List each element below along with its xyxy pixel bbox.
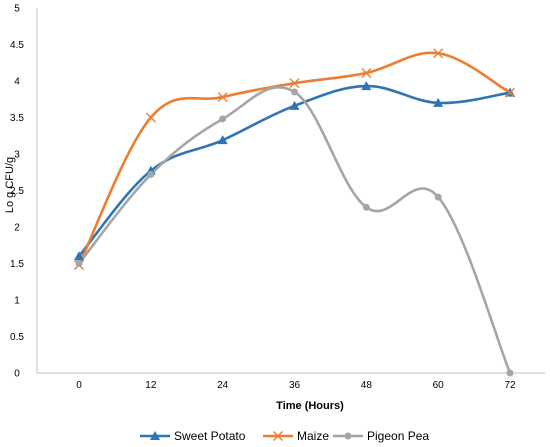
x-tick-label: 72: [504, 380, 516, 391]
x-tick-label: 24: [217, 380, 229, 391]
legend-marker: [273, 431, 283, 441]
data-point: [217, 135, 228, 145]
data-point: [361, 67, 372, 78]
y-tick-label: 4.5: [10, 40, 24, 51]
data-point: [505, 87, 515, 98]
x-tick-label: 60: [433, 380, 445, 391]
y-tick-label: 4: [14, 77, 20, 88]
y-tick-label: 2.5: [10, 186, 24, 197]
legend-marker: [150, 431, 160, 440]
x-tick-label: 0: [76, 380, 82, 391]
legend-entry: Maize: [263, 429, 329, 443]
data-point: [75, 260, 83, 267]
y-tick-label: 1.5: [10, 259, 24, 270]
y-tick-label: 3: [14, 150, 20, 161]
y-tick-label: 2: [14, 223, 20, 234]
data-point: [433, 48, 444, 59]
legend-marker: [344, 432, 352, 440]
y-tick-labels: 0 0.5 1 1.5 2 2.5 3 3.5 4 4.5 5: [10, 4, 24, 380]
data-point: [145, 112, 156, 123]
y-tick-label: 0.5: [10, 332, 24, 343]
data-point: [506, 369, 514, 377]
series-line-0: [78, 84, 511, 258]
x-tick-label: 36: [289, 380, 301, 391]
y-tick-label: 0: [14, 369, 20, 380]
data-point: [147, 170, 155, 178]
data-point: [434, 193, 442, 201]
data-point: [74, 251, 84, 261]
series-line-1: [77, 51, 511, 266]
data-point: [361, 81, 372, 91]
x-tick-labels: 0 12 24 36 48 60 72: [76, 380, 516, 391]
legend-entry: Pigeon Pea: [333, 429, 429, 443]
data-point: [433, 97, 444, 107]
legend-entry: Sweet Potato: [140, 429, 246, 443]
data-point: [219, 115, 227, 123]
data-point: [289, 78, 300, 89]
data-point: [291, 88, 298, 96]
data-point: [362, 203, 370, 211]
x-axis-label: Time (Hours): [276, 400, 344, 412]
legend-label: Sweet Potato: [174, 429, 246, 443]
series-markers: [74, 48, 515, 377]
legend-label: Pigeon Pea: [367, 429, 429, 443]
y-axis-label: Lo g CFU/g: [4, 157, 16, 213]
y-tick-label: 5: [14, 4, 20, 15]
legend: Sweet Potato Maize Pigeon Pea: [140, 429, 429, 443]
data-point: [289, 100, 300, 110]
data-point: [217, 92, 228, 103]
series-line-2: [77, 85, 512, 374]
legend-label: Maize: [297, 429, 329, 443]
y-tick-label: 3.5: [10, 113, 24, 124]
x-tick-label: 12: [145, 380, 157, 391]
x-tick-label: 48: [361, 380, 373, 391]
y-tick-label: 1: [14, 296, 20, 307]
